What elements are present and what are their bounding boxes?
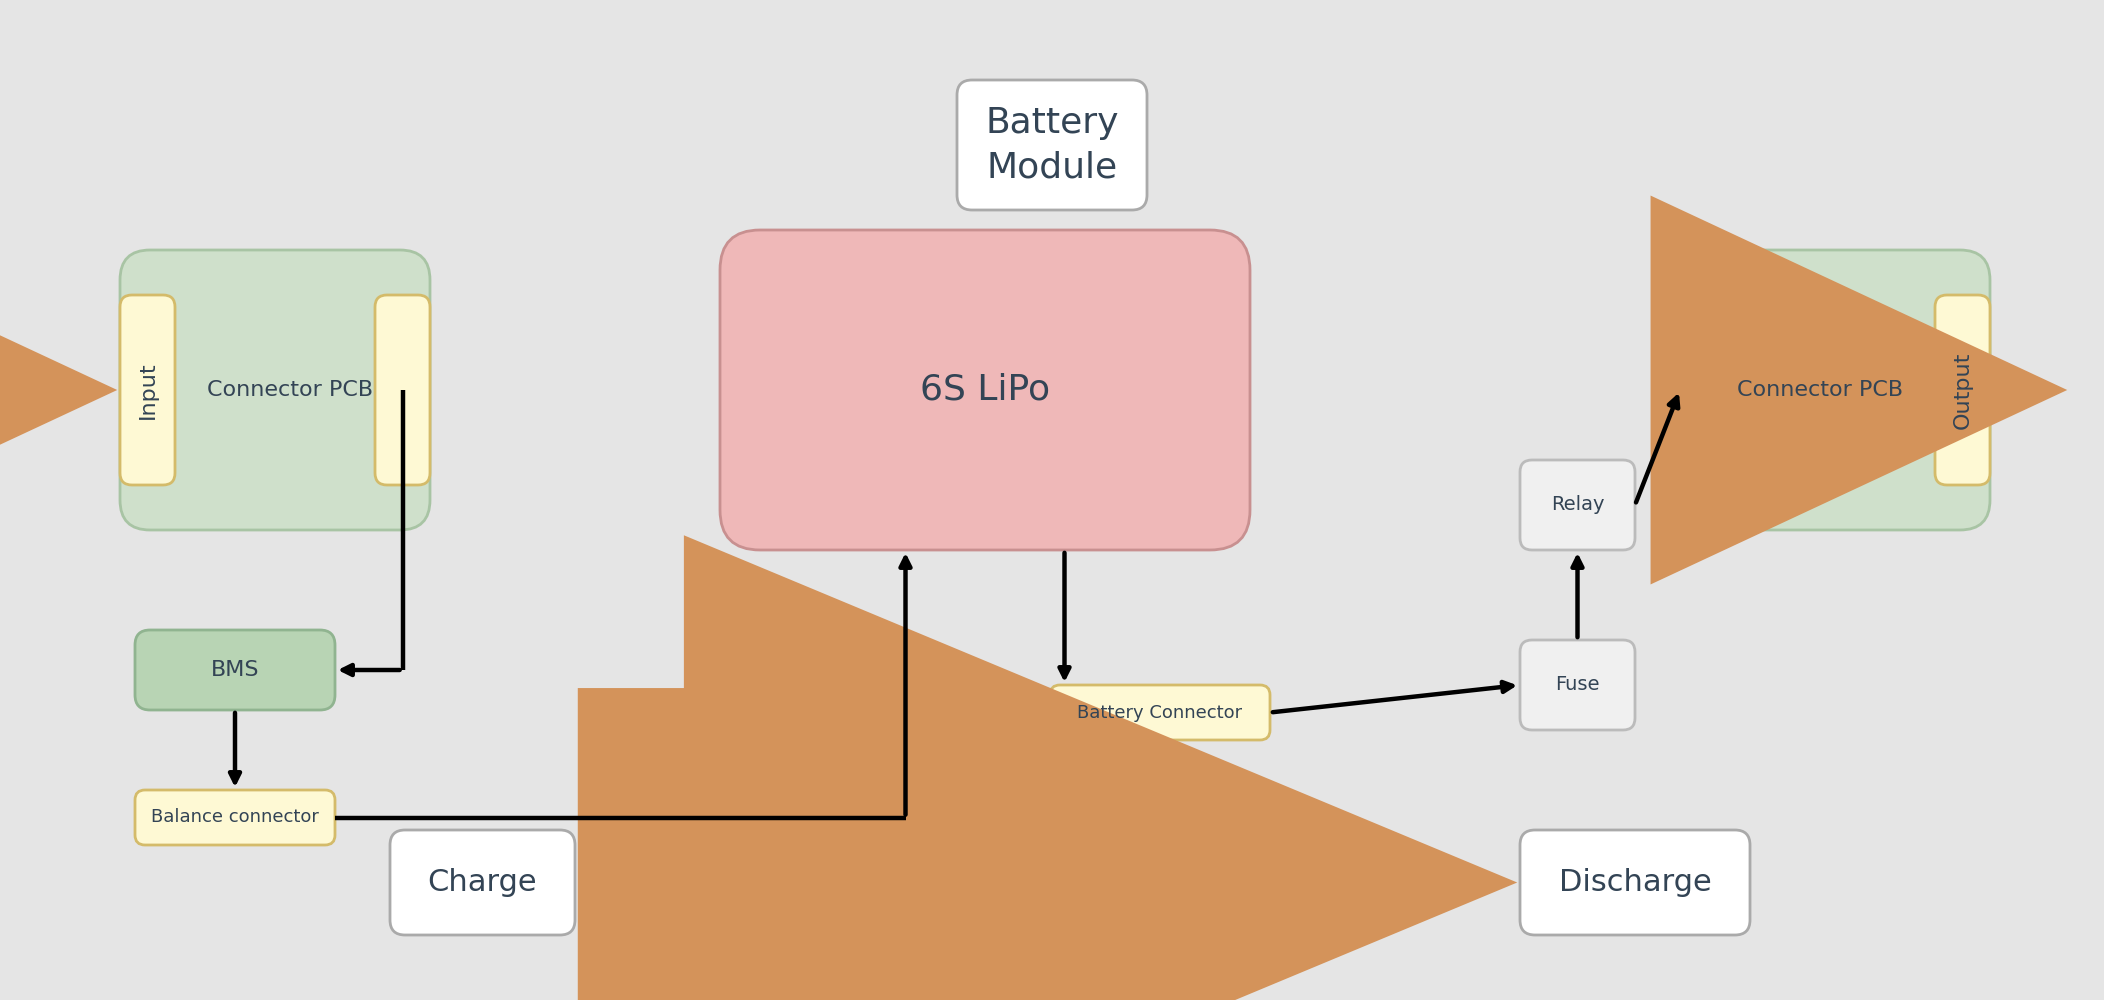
FancyBboxPatch shape — [120, 250, 429, 530]
Text: Connector PCB: Connector PCB — [1738, 380, 1902, 400]
FancyBboxPatch shape — [1519, 460, 1635, 550]
Text: Charge: Charge — [427, 868, 537, 897]
Text: Relay: Relay — [1551, 495, 1603, 514]
FancyBboxPatch shape — [1936, 295, 1990, 485]
FancyBboxPatch shape — [957, 80, 1147, 210]
FancyBboxPatch shape — [1679, 295, 1736, 485]
FancyBboxPatch shape — [135, 630, 335, 710]
Text: Connector PCB: Connector PCB — [206, 380, 372, 400]
Text: Battery Connector: Battery Connector — [1077, 704, 1243, 722]
FancyBboxPatch shape — [375, 295, 429, 485]
FancyBboxPatch shape — [1519, 640, 1635, 730]
FancyBboxPatch shape — [389, 830, 574, 935]
Text: 6S LiPo: 6S LiPo — [919, 373, 1050, 407]
Text: Output: Output — [1953, 351, 1974, 429]
FancyBboxPatch shape — [1050, 685, 1271, 740]
Text: BMS: BMS — [210, 660, 259, 680]
Text: Battery
Module: Battery Module — [985, 106, 1119, 184]
Text: Balance connector: Balance connector — [151, 808, 320, 826]
FancyBboxPatch shape — [1519, 830, 1751, 935]
Text: Input: Input — [137, 361, 158, 419]
FancyBboxPatch shape — [135, 790, 335, 845]
Text: Fuse: Fuse — [1555, 676, 1599, 694]
FancyBboxPatch shape — [1679, 250, 1990, 530]
FancyBboxPatch shape — [720, 230, 1250, 550]
Text: Discharge: Discharge — [1559, 868, 1711, 897]
FancyBboxPatch shape — [120, 295, 175, 485]
